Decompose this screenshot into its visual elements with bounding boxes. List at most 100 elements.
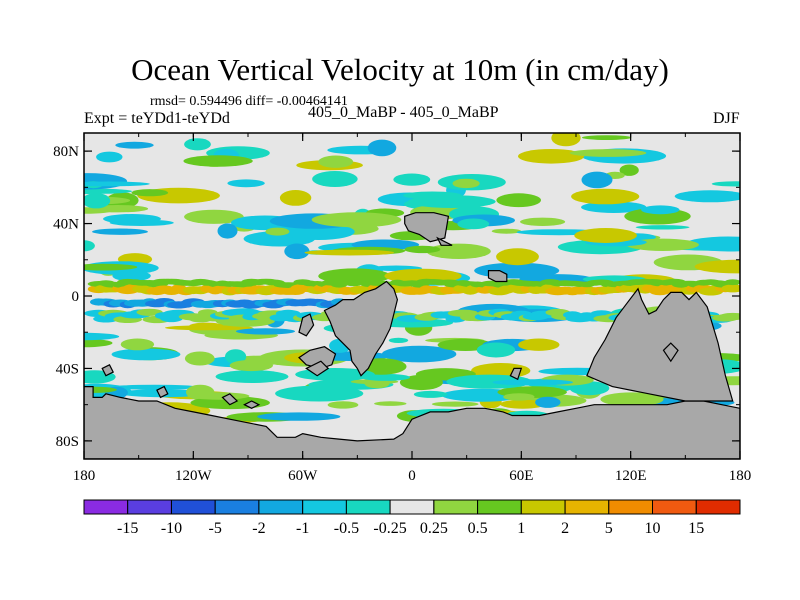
velocity-patch — [364, 378, 390, 389]
land-mass — [323, 280, 399, 377]
velocity-patch — [491, 228, 522, 234]
chart-title: Ocean Vertical Velocity at 10m (in cm/da… — [131, 52, 669, 87]
velocity-patch — [574, 228, 637, 243]
x-tick-label: 0 — [408, 468, 416, 484]
colorbar-swatch — [302, 499, 347, 515]
land-mass — [662, 342, 679, 363]
colorbar-label: 5 — [605, 520, 613, 537]
velocity-patch — [496, 248, 539, 266]
velocity-patch — [131, 189, 169, 197]
y-tick-label: 40N — [53, 217, 79, 233]
velocity-patch — [635, 225, 690, 230]
velocity-patch — [413, 390, 448, 398]
velocity-field — [84, 133, 740, 430]
velocity-patch — [718, 312, 740, 321]
x-tick-label: 180 — [729, 468, 752, 484]
colorbar-swatch — [652, 499, 697, 515]
velocity-patch — [112, 270, 151, 282]
velocity-patch — [84, 338, 113, 348]
velocity-patch — [115, 141, 154, 149]
velocity-patch — [84, 263, 138, 271]
velocity-patch — [189, 322, 224, 330]
velocity-patch — [452, 178, 480, 189]
colorbar-label: 10 — [645, 520, 661, 537]
y-tick-label: 80S — [56, 434, 79, 450]
velocity-patch — [446, 374, 533, 389]
x-tick-label: 120W — [175, 468, 213, 484]
landmask — [84, 212, 740, 459]
season-label: DJF — [713, 110, 740, 127]
stats-label: rmsd= 0.594496 diff= -0.00464141 — [150, 94, 348, 109]
velocity-patch — [257, 412, 341, 421]
land-mass — [221, 393, 239, 406]
colorbar-label: 0.5 — [468, 520, 488, 537]
velocity-patch — [184, 138, 211, 151]
velocity-patch — [518, 338, 560, 351]
velocity-patch — [674, 190, 740, 203]
colorbar-swatch — [214, 499, 260, 515]
velocity-patch — [381, 345, 457, 363]
velocity-patch — [581, 171, 613, 189]
velocity-patch — [187, 392, 250, 400]
velocity-patch — [311, 212, 402, 228]
velocity-patch — [120, 338, 155, 351]
velocity-patch — [184, 209, 244, 224]
velocity-patch — [327, 401, 359, 409]
velocity-patch — [96, 151, 123, 163]
colorbar-swatch — [258, 499, 304, 515]
colorbar-label: -1 — [296, 520, 309, 537]
velocity-patch — [304, 249, 395, 256]
velocity-patch — [518, 149, 585, 164]
velocity-patch — [312, 171, 358, 187]
colorbar-label: -0.5 — [334, 520, 359, 537]
velocity-patch — [275, 385, 364, 402]
land-mass — [509, 367, 523, 381]
velocity-patch — [111, 384, 199, 390]
x-tick-label: 60W — [288, 468, 318, 484]
velocity-patch — [431, 401, 479, 407]
velocity-patch — [374, 401, 407, 406]
land-mass — [404, 212, 450, 243]
velocity-patch — [393, 173, 431, 186]
colorbar-swatch — [608, 499, 653, 515]
velocity-patch — [84, 240, 95, 252]
velocity-patch — [520, 217, 566, 226]
velocity-patch — [92, 228, 148, 235]
velocity-patch — [535, 396, 561, 408]
colorbar-label: -2 — [252, 520, 265, 537]
velocity-patch — [399, 374, 443, 391]
velocity-patch — [227, 179, 265, 188]
velocity-patch — [581, 201, 647, 213]
velocity-patch — [184, 351, 215, 366]
velocity-patch — [318, 268, 391, 284]
velocity-patch — [551, 133, 581, 147]
colorbar-label: 1 — [517, 520, 525, 537]
velocity-patch — [84, 181, 150, 187]
velocity-patch — [685, 236, 740, 252]
velocity-patch — [582, 135, 632, 141]
colorbar-swatch — [389, 499, 435, 515]
velocity-patch — [111, 348, 181, 361]
velocity-patch — [711, 181, 740, 187]
colorbar-label: -5 — [209, 520, 222, 537]
land-mass — [156, 385, 169, 399]
velocity-patch — [500, 399, 546, 409]
velocity-patch — [476, 342, 516, 358]
land-mass — [586, 287, 734, 402]
velocity-patch — [571, 188, 640, 205]
land-mass — [101, 363, 115, 377]
colorbar: -15 -10 -5 -2 -1 -0.5 -0.25 0.25 0.5 1 2 5 10 15 — [83, 499, 741, 537]
velocity-patch — [183, 155, 253, 167]
colorbar-swatch — [477, 499, 522, 515]
velocity-patch — [225, 349, 247, 364]
velocity-patch — [217, 223, 238, 239]
velocity-patch — [84, 193, 111, 209]
x-tick-label: 180 — [73, 468, 96, 484]
velocity-patch — [404, 245, 441, 254]
velocity-patch — [109, 219, 174, 226]
velocity-patch — [426, 243, 491, 259]
colorbar-swatch — [695, 499, 741, 515]
velocity-patch — [367, 139, 397, 157]
colorbar-swatch — [171, 499, 216, 515]
